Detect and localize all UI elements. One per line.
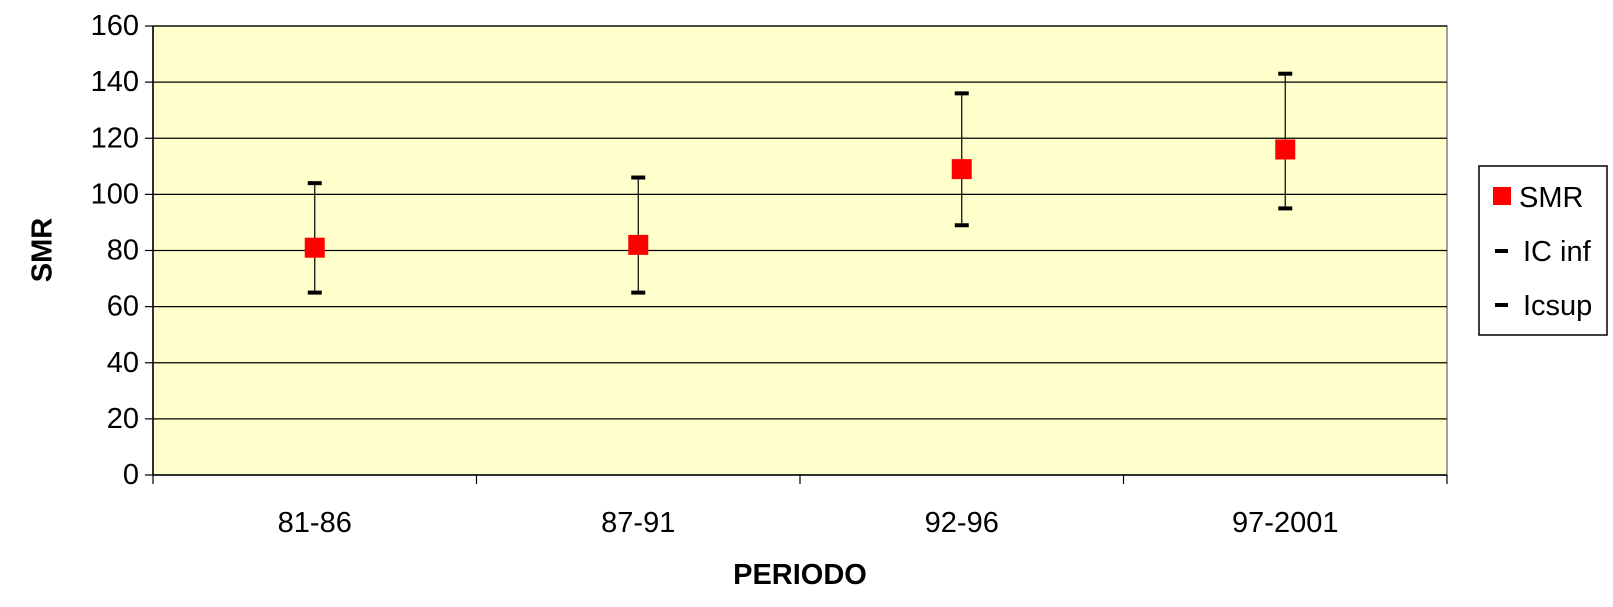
y-tick-label: 20: [107, 403, 139, 435]
x-axis-title: PERIODO: [733, 559, 867, 591]
icsup-marker: [631, 175, 646, 180]
y-tick-label: 80: [107, 235, 139, 267]
y-tick-labels: 0 20 40 60 80 100 120 140 160: [91, 10, 139, 491]
y-tick-label: 60: [107, 291, 139, 323]
y-tick-label: 160: [91, 10, 139, 42]
legend-smr-marker: [1493, 187, 1511, 205]
legend-icinf-marker: [1495, 249, 1508, 253]
smr-markers: [304, 139, 1296, 258]
x-tick-label: 97-2001: [1232, 507, 1338, 539]
icinf-marker: [1278, 206, 1293, 211]
icsup-marker: [1278, 71, 1293, 76]
icsup-marker: [307, 181, 322, 186]
y-tick-label: 120: [91, 122, 139, 154]
legend-icsup-marker: [1495, 303, 1508, 307]
x-tick-label: 87-91: [601, 507, 675, 539]
y-tick-label: 40: [107, 347, 139, 379]
smr-point: [1275, 139, 1296, 160]
x-tick-label: 81-86: [278, 507, 352, 539]
smr-point: [951, 159, 972, 180]
legend: SMR IC inf Icsup: [1478, 165, 1608, 336]
y-tick-label: 140: [91, 66, 139, 98]
smr-point: [304, 237, 325, 258]
legend-icsup-label: Icsup: [1523, 290, 1592, 322]
y-axis-title: SMR: [27, 218, 59, 283]
smr-point: [628, 234, 649, 255]
axes: [145, 25, 1448, 484]
icinf-marker: [307, 290, 322, 295]
x-tick-labels: 81-86 87-91 92-96 97-2001: [278, 507, 1339, 539]
icinf-marker: [631, 290, 646, 295]
icsup-marker: [954, 91, 969, 96]
gridlines: [153, 25, 1447, 420]
legend-icinf-label: IC inf: [1523, 236, 1592, 268]
y-tick-label: 0: [123, 459, 139, 491]
x-tick-label: 92-96: [925, 507, 999, 539]
icinf-marker: [954, 223, 969, 228]
y-tick-label: 100: [91, 178, 139, 210]
legend-smr-label: SMR: [1519, 182, 1583, 214]
